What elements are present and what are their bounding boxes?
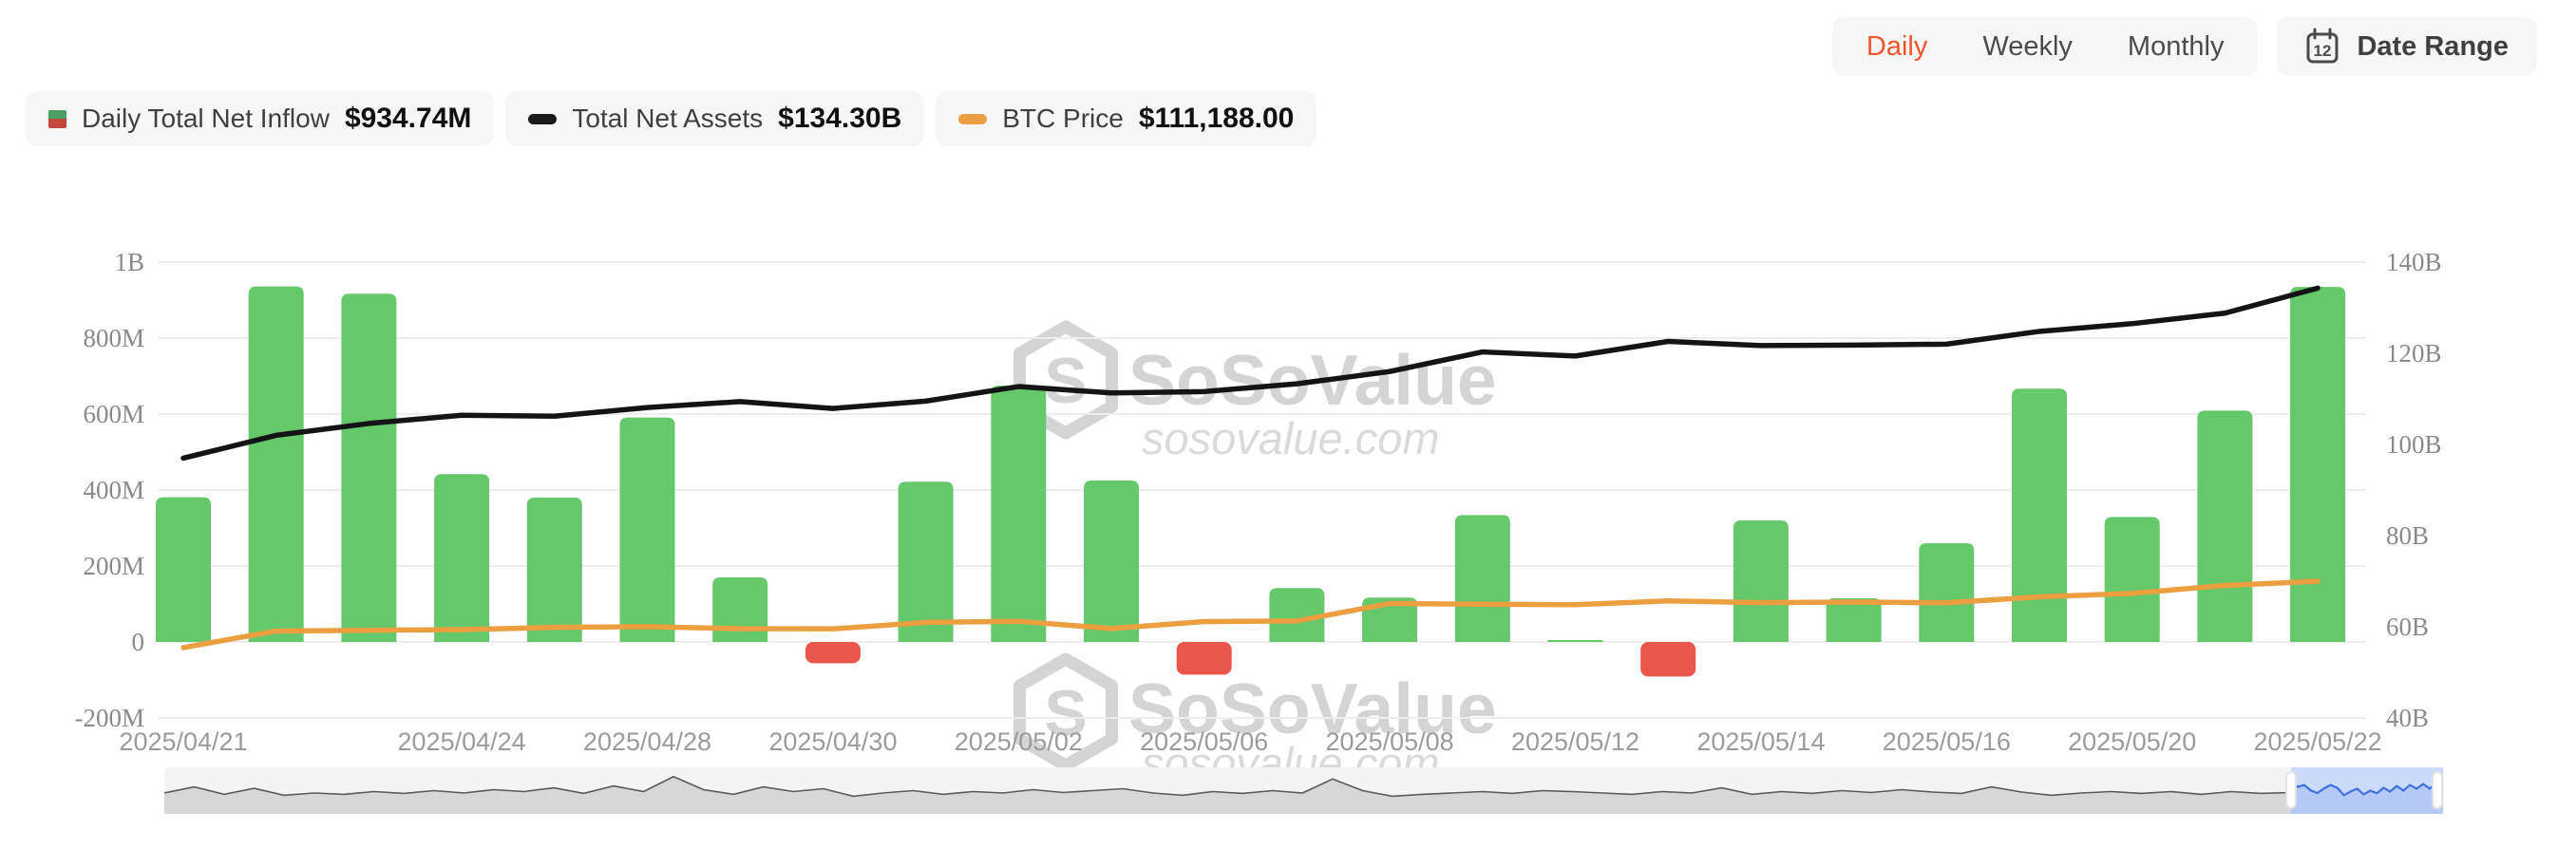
net-assets-line[interactable] — [180, 285, 2320, 462]
svg-text:12: 12 — [2314, 42, 2332, 60]
inflow-split-icon — [48, 109, 66, 128]
inflow-bar[interactable] — [1454, 515, 1510, 642]
x-axis-label: 2025/05/08 — [1326, 727, 1454, 756]
watermark-logo-s: S — [1044, 345, 1087, 417]
header-controls: Daily Weekly Monthly 12 Date Range — [1831, 17, 2537, 76]
outflow-bar[interactable] — [1176, 642, 1232, 675]
watermark-logo-icon — [1013, 320, 1118, 440]
x-axis-label: 2025/05/12 — [1511, 727, 1639, 756]
x-axis-label: 2025/05/14 — [1696, 727, 1825, 756]
navigator-line — [164, 775, 2292, 798]
inflow-bar[interactable] — [1826, 598, 1882, 642]
inflow-bar[interactable] — [898, 481, 954, 642]
watermark-logo-s: S — [1044, 677, 1087, 749]
inflow-bar[interactable] — [2104, 517, 2160, 642]
calendar-icon: 12 — [2306, 28, 2339, 64]
watermark-brand: SoSoValue — [1128, 669, 1497, 748]
inflow-bar[interactable] — [991, 386, 1047, 642]
navigator-selection-window[interactable] — [2291, 767, 2443, 814]
x-axis-label: 2025/05/22 — [2254, 727, 2382, 756]
tab-monthly[interactable]: Monthly — [2127, 30, 2225, 62]
y-axis-right-label: 140B — [2386, 248, 2442, 276]
y-axis-left-label: 600M — [83, 400, 144, 428]
watermark-logo-icon — [1013, 652, 1118, 772]
inflow-bar[interactable] — [526, 498, 582, 642]
legend-label: Total Net Assets — [572, 104, 764, 133]
legend-item-net-inflow[interactable]: Daily Total Net Inflow $934.74M — [26, 91, 495, 146]
y-axis-left-label: 0 — [132, 628, 145, 656]
legend-label: Daily Total Net Inflow — [82, 104, 330, 133]
inflow-bar[interactable] — [434, 474, 490, 642]
navigator-area — [164, 776, 2291, 814]
y-axis-right-label: 120B — [2386, 339, 2442, 368]
inflow-bar[interactable] — [1084, 481, 1139, 642]
inflow-bar[interactable] — [712, 577, 768, 642]
black-dash-icon — [528, 113, 558, 124]
inflow-bar[interactable] — [248, 286, 304, 642]
outflow-bar[interactable] — [1640, 642, 1696, 677]
legend-label: BTC Price — [1002, 104, 1124, 133]
x-axis-label: 2025/04/21 — [119, 727, 247, 756]
x-axis-label: 2025/05/06 — [1140, 727, 1268, 756]
legend-item-net-assets[interactable]: Total Net Assets $134.30B — [505, 91, 925, 146]
navigator-sparkline — [164, 775, 2444, 814]
orange-dash-icon — [958, 113, 988, 124]
legend-item-btc-price[interactable]: BTC Price $111,188.00 — [936, 91, 1317, 146]
inflow-bar[interactable] — [619, 417, 675, 642]
inflow-bar[interactable] — [341, 293, 397, 642]
y-axis-left-label: 1B — [114, 248, 144, 276]
inflow-bar[interactable] — [2290, 287, 2346, 642]
inflow-bar[interactable] — [2197, 410, 2253, 642]
legend-value: $134.30B — [778, 103, 902, 134]
inflow-bar[interactable] — [1547, 640, 1603, 642]
x-axis-label: 2025/04/30 — [768, 727, 897, 756]
x-axis-label: 2025/05/16 — [1883, 727, 2011, 756]
y-axis-right-label: 40B — [2386, 704, 2429, 732]
navigator-strip[interactable] — [164, 767, 2444, 814]
y-axis-left-label: 800M — [83, 324, 144, 352]
watermark-domain: sosovalue.com — [1142, 413, 1440, 463]
btc-price-line[interactable] — [180, 578, 2320, 651]
y-axis-right-label: 60B — [2386, 613, 2429, 641]
x-axis-label: 2025/04/28 — [583, 727, 711, 756]
tab-weekly[interactable]: Weekly — [1982, 30, 2073, 62]
inflow-bar[interactable] — [156, 497, 211, 642]
navigator-handle-right[interactable] — [2432, 771, 2443, 809]
legend-value: $111,188.00 — [1138, 103, 1295, 134]
y-axis-right-label: 80B — [2386, 521, 2429, 550]
inflow-bar[interactable] — [2012, 388, 2067, 642]
tab-daily[interactable]: Daily — [1866, 30, 1928, 62]
y-axis-left-label: -200M — [75, 704, 145, 732]
outflow-bar[interactable] — [805, 642, 861, 664]
y-axis-left-label: 400M — [83, 476, 144, 504]
x-axis-label: 2025/04/24 — [398, 727, 526, 756]
y-axis-right-label: 100B — [2386, 430, 2442, 459]
navigator-handle-left[interactable] — [2285, 771, 2297, 809]
legend: Daily Total Net Inflow $934.74M Total Ne… — [26, 91, 1317, 146]
inflow-bar[interactable] — [1733, 520, 1789, 642]
date-range-label: Date Range — [2357, 30, 2509, 62]
inflow-bar[interactable] — [1269, 588, 1325, 642]
legend-value: $934.74M — [344, 103, 472, 134]
x-axis-label: 2025/05/20 — [2068, 727, 2196, 756]
period-tab-group: Daily Weekly Monthly — [1831, 17, 2259, 76]
selection-line — [2290, 780, 2444, 797]
y-axis-left-label: 200M — [83, 552, 144, 580]
date-range-button[interactable]: 12 Date Range — [2277, 17, 2537, 76]
inflow-bar[interactable] — [1919, 543, 1975, 642]
x-axis-label: 2025/05/02 — [955, 727, 1083, 756]
